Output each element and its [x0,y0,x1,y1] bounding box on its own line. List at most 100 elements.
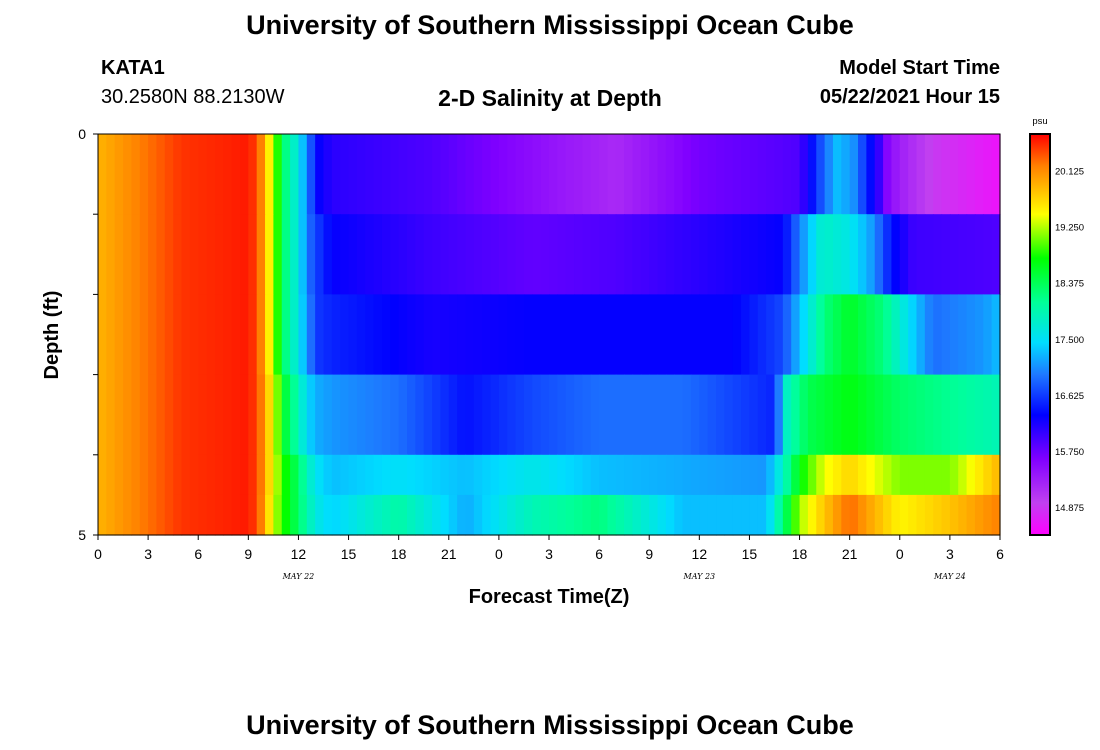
heatmap-cell [415,214,425,295]
heatmap-cell [741,374,751,456]
x-tick-label: 6 [194,546,202,562]
heatmap-cell [983,134,993,215]
heatmap-cell [549,214,558,295]
heatmap-cell [824,454,834,496]
heatmap-cell [916,294,926,376]
heatmap-cell [624,374,634,456]
heatmap-cell [574,294,584,376]
x-tick-label: 0 [94,546,102,562]
heatmap-cell [774,214,784,295]
heatmap-cell [766,294,776,376]
heatmap-cell [665,374,675,456]
heatmap-cell [774,374,784,456]
heatmap-cell [874,374,884,456]
heatmap-cell [181,214,191,295]
heatmap-cell [557,134,567,215]
heatmap-cell [231,374,241,456]
x-tick-label: 3 [946,546,954,562]
heatmap-cell [148,494,158,536]
heatmap-cell [682,374,692,456]
heatmap-cell [231,134,241,215]
heatmap-cell [799,494,809,536]
heatmap-cell [173,294,183,376]
heatmap-cell [273,294,283,376]
heatmap-cell [164,214,174,295]
heatmap-cell [799,294,809,376]
heatmap-cell [423,374,433,456]
heatmap-cell [473,374,483,456]
heatmap-cell [799,454,809,496]
heatmap-cell [599,454,609,496]
heatmap-cell [891,494,901,536]
heatmap-cell [415,374,425,456]
heatmap-cell [966,494,976,536]
heatmap-cell [690,374,700,456]
heatmap-cell [381,374,391,456]
heatmap-cell [148,454,158,496]
heatmap-cell [198,374,208,456]
heatmap-cell [991,494,1001,536]
heatmap-cell [966,134,976,215]
heatmap-cell [983,374,993,456]
heatmap-cell [457,454,467,496]
heatmap-cell [298,454,308,496]
heatmap-cell [741,494,751,536]
heatmap-cell [448,134,458,215]
heatmap-cell [465,374,475,456]
heatmap-cell [331,294,341,376]
heatmap-cell [181,494,191,536]
heatmap-cell [281,134,291,215]
heatmap-cell [507,374,517,456]
heatmap-cell [707,374,717,456]
heatmap-cell [515,374,525,456]
heatmap-cell [440,134,450,215]
heatmap-cell [899,214,909,295]
heatmap-cell [498,294,508,376]
heatmap-cell [532,494,542,536]
heatmap-cell [682,454,692,496]
heatmap-cell [657,214,667,295]
heatmap-cell [615,494,625,536]
heatmap-cell [549,454,558,496]
heatmap-cell [958,374,968,456]
heatmap-cell [699,134,709,215]
heatmap-cell [381,294,391,376]
heatmap-cell [223,134,233,215]
heatmap-cell [941,494,951,536]
heatmap-cell [716,374,725,456]
heatmap-cell [457,374,467,456]
heatmap-cell [649,454,659,496]
heatmap-cell [465,214,475,295]
heatmap-cell [599,294,609,376]
heatmap-cell [331,134,341,215]
heatmap-cell [331,454,341,496]
heatmap-cell [348,494,358,536]
heatmap-cell [265,294,274,376]
heatmap-cell [239,494,249,536]
heatmap-cell [390,374,400,456]
heatmap-cell [933,294,943,376]
heatmap-cell [156,374,166,456]
heatmap-cell [198,214,208,295]
heatmap-cell [98,214,107,295]
heatmap-cell [423,134,433,215]
heatmap-cell [874,454,884,496]
heatmap-cell [849,294,859,376]
heatmap-cell [323,134,333,215]
heatmap-cell [323,374,333,456]
heatmap-cell [532,214,542,295]
heatmap-cell [131,494,141,536]
heatmap-cell [356,374,366,456]
heatmap-cell [707,134,717,215]
heatmap-cell [624,494,634,536]
heatmap-cell [390,494,400,536]
heatmap-cell [498,134,508,215]
heatmap-cell [782,454,792,496]
heatmap-cell [440,294,450,376]
heatmap-cell [924,294,934,376]
heatmap-cell [632,134,642,215]
heatmap-cell [290,214,300,295]
heatmap-cell [298,494,308,536]
heatmap-cell [256,454,266,496]
heatmap-cell [599,494,609,536]
